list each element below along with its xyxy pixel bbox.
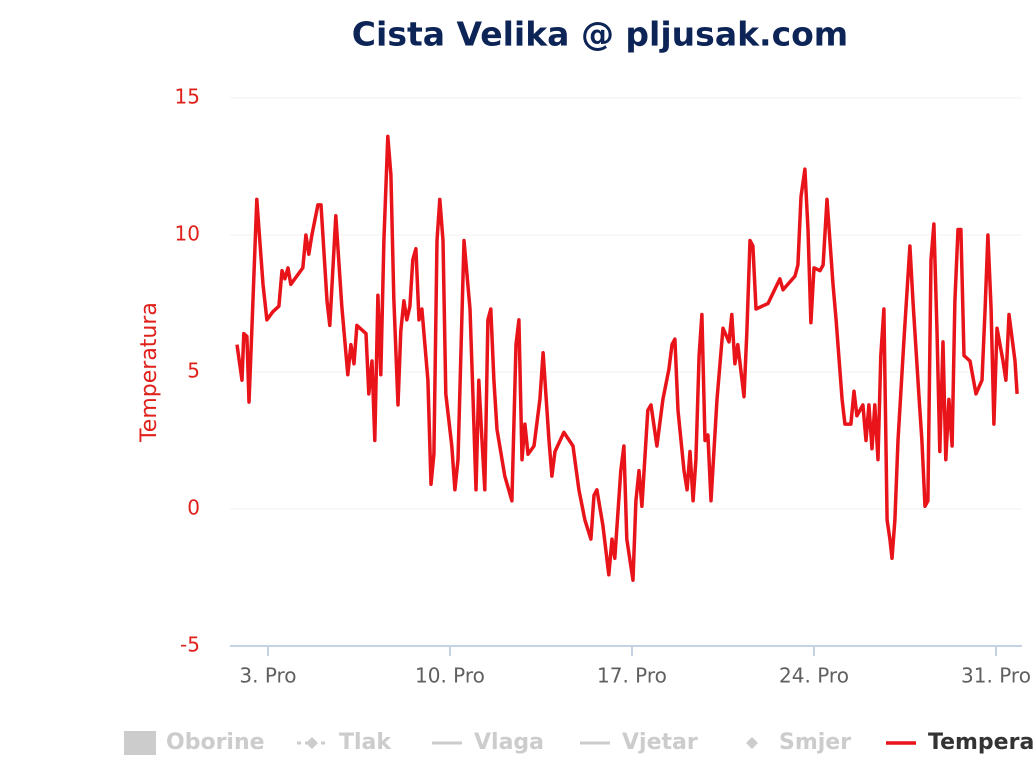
legend-symbol [746, 737, 758, 749]
y-tick-label: -5 [180, 633, 200, 657]
legend-symbol [306, 737, 318, 749]
legend-label: Oborine [166, 730, 265, 755]
chart-title: Cista Velika @ pljusak.com [352, 15, 848, 54]
legend-symbol [124, 731, 156, 755]
y-tick-label: 15 [175, 85, 200, 109]
x-tick-label: 31. Pro [961, 664, 1031, 688]
y-tick-label: 10 [175, 222, 200, 246]
legend-label: Temperatura [928, 730, 1033, 755]
legend-label: Smjer [779, 730, 851, 755]
y-tick-label: 0 [187, 496, 200, 520]
legend-label: Vjetar [622, 730, 698, 755]
x-tick-label: 17. Pro [597, 664, 667, 688]
temperature-line [235, 134, 1019, 582]
x-tick-label: 10. Pro [415, 664, 485, 688]
legend-label: Vlaga [474, 730, 544, 755]
x-tick-label: 3. Pro [239, 664, 296, 688]
x-tick-label: 24. Pro [779, 664, 849, 688]
legend-label: Tlak [339, 730, 392, 755]
y-tick-label: 5 [187, 359, 200, 383]
y-axis-label: Temperatura [137, 302, 162, 443]
